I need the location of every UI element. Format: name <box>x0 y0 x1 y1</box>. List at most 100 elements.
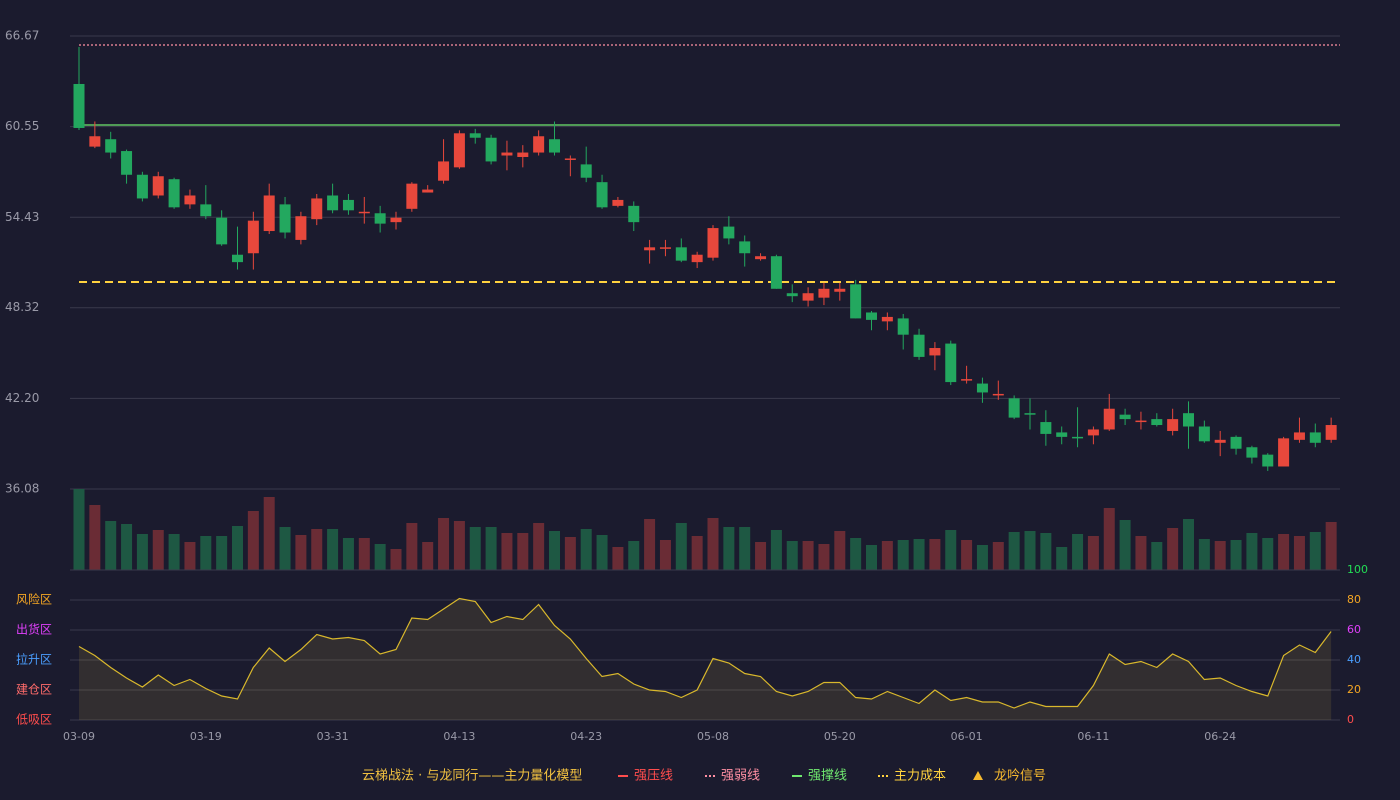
candle-body <box>438 161 450 181</box>
zone-label: 拉升区 <box>16 652 52 667</box>
candle-body <box>675 247 687 261</box>
volume-bar <box>976 545 988 570</box>
volume-bar <box>438 518 450 570</box>
candle-body <box>1214 439 1226 443</box>
volume-bar <box>770 530 782 570</box>
volume-bar <box>549 531 560 570</box>
volume-bar <box>1198 539 1210 570</box>
volume-bar <box>390 549 402 570</box>
volume-bar <box>1024 531 1036 570</box>
x-tick-label: 06-01 <box>951 730 983 743</box>
volume-bar <box>786 541 798 570</box>
candle-body <box>89 136 101 147</box>
candle-body <box>358 211 370 214</box>
x-tick-label: 06-24 <box>1204 730 1236 743</box>
volume-bar <box>216 536 228 570</box>
candle-body <box>200 204 212 217</box>
candle-body <box>961 379 973 381</box>
volume-bar <box>1103 508 1115 570</box>
candle-body <box>992 393 1004 396</box>
candle-body <box>1151 419 1163 426</box>
volume-bar <box>1040 533 1052 570</box>
candle-body <box>628 205 640 223</box>
candle-body <box>279 204 291 233</box>
volume-bar <box>152 530 164 570</box>
volume-bar <box>1151 542 1163 570</box>
candle-body <box>105 139 117 153</box>
candle-body <box>152 176 164 196</box>
zone-label: 风险区 <box>16 592 52 607</box>
volume-bar <box>374 544 386 570</box>
candle-body <box>374 213 386 224</box>
legend-label: 主力成本 <box>894 769 946 784</box>
candle-body <box>913 334 925 357</box>
candle-body <box>1198 426 1210 442</box>
candle-body <box>73 83 85 128</box>
candle-body <box>929 348 941 356</box>
volume-bar <box>596 535 608 570</box>
volume-bar <box>834 531 846 570</box>
volume-bar <box>453 521 465 570</box>
x-tick-label: 05-08 <box>697 730 729 743</box>
volume-bar <box>659 540 671 570</box>
volume-bar <box>121 524 133 570</box>
candle-body <box>1008 398 1020 418</box>
candle-body <box>707 228 719 258</box>
candle-body <box>533 136 545 153</box>
volume-bar <box>311 529 323 570</box>
volume-bar <box>897 540 909 570</box>
candle-body <box>184 195 196 205</box>
legend-symbol <box>973 771 983 780</box>
candle-body <box>406 183 418 209</box>
y2-tick-label: 20 <box>1347 683 1361 696</box>
volume-bar <box>1183 519 1194 570</box>
candle-body <box>422 189 434 193</box>
candle-body <box>453 133 465 168</box>
volume-bar <box>628 541 640 570</box>
candle-body <box>612 199 624 206</box>
candle-body <box>596 182 608 208</box>
candle-body <box>517 152 529 157</box>
zone-label: 建仓区 <box>16 683 52 697</box>
volume-bar <box>1278 534 1290 570</box>
y-tick-label: 60.55 <box>5 119 39 133</box>
volume-bar <box>105 521 117 570</box>
indicator-area <box>79 598 1332 720</box>
volume-bar <box>850 538 862 570</box>
volume-bar <box>723 527 735 570</box>
candle-body <box>1293 432 1305 440</box>
y-tick-label: 66.67 <box>5 29 39 43</box>
volume-bar <box>580 529 592 570</box>
volume-bar <box>913 539 925 570</box>
candle-body <box>755 256 767 260</box>
volume-bar <box>422 542 434 570</box>
volume-bar <box>342 538 354 570</box>
volume-bar <box>707 518 719 570</box>
volume-bar <box>200 536 212 570</box>
candle-body <box>644 247 656 251</box>
candle-body <box>469 133 481 138</box>
candle-body <box>691 254 703 263</box>
candle-body <box>1309 432 1321 443</box>
volume-bar <box>1119 520 1131 570</box>
volume-bar <box>1135 536 1147 570</box>
volume-bar <box>992 542 1004 570</box>
volume-bar <box>406 523 418 570</box>
candle-body <box>121 151 133 175</box>
candle-body <box>1040 422 1052 434</box>
volume-bar <box>564 537 576 570</box>
candle-body <box>485 137 497 162</box>
volume-bar <box>818 544 830 570</box>
candle-body <box>802 293 814 301</box>
volume-bar <box>802 541 814 570</box>
volume-bar <box>263 497 275 570</box>
volume-bar <box>73 489 85 570</box>
legend-title: 云梯战法 · 与龙同行——主力量化模型 <box>362 769 582 784</box>
indicator-line <box>78 597 1332 709</box>
volume-bar <box>232 526 243 570</box>
candle-body <box>1087 429 1099 436</box>
volume-bar <box>1325 522 1337 570</box>
y-tick-label: 48.32 <box>5 300 39 314</box>
volume-bar <box>184 542 196 570</box>
